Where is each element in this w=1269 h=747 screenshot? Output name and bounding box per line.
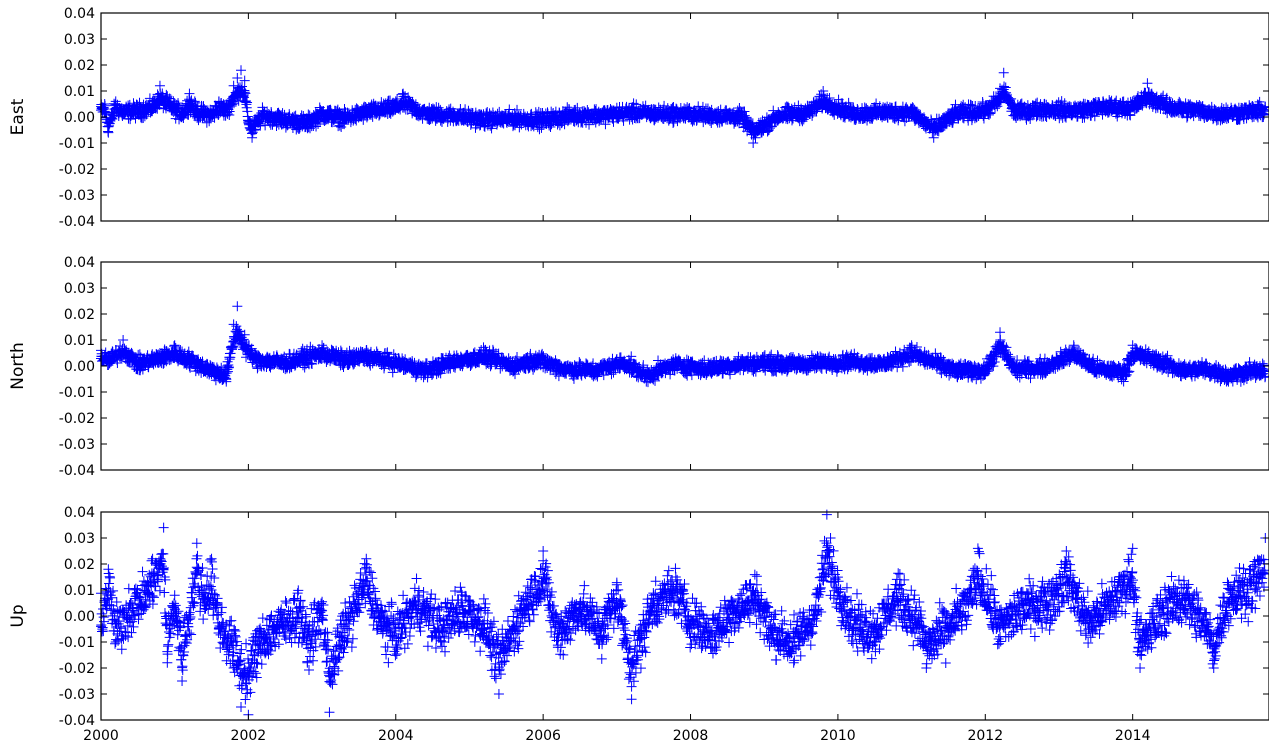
east-cloud-point	[201, 117, 212, 128]
east-cloud-point	[239, 87, 250, 98]
east-y-tick-label: 0.00	[64, 110, 95, 126]
east-cloud-point	[313, 119, 324, 130]
east-points	[96, 65, 1269, 148]
east-cloud-point	[242, 97, 253, 108]
east-y-tick-label: -0.03	[59, 188, 95, 204]
east-cloud-point	[410, 99, 421, 110]
east-cloud-point	[277, 108, 288, 119]
east-y-tick-label: -0.01	[59, 136, 95, 152]
east-y-axis-label: East	[8, 98, 28, 135]
east-cloud-point	[311, 121, 322, 132]
east-cloud-point	[534, 124, 545, 135]
east-y-tick-label: 0.01	[64, 84, 95, 100]
east-cloud-point	[512, 104, 523, 115]
east-y-tick-label: -0.04	[59, 214, 95, 230]
east-y-tick-label: 0.02	[64, 58, 95, 74]
east-cloud-point	[240, 88, 251, 99]
east-y-tick-label: 0.04	[64, 6, 95, 22]
east-y-tick-label: 0.03	[64, 32, 95, 48]
east-y-tick-label: -0.02	[59, 162, 95, 178]
panel-east: 0.04 0.03 0.02 0.01 0.00 -0.01 -0.02 -0.03 -0.04…	[8, 6, 1269, 230]
east-cloud-point	[397, 89, 408, 100]
